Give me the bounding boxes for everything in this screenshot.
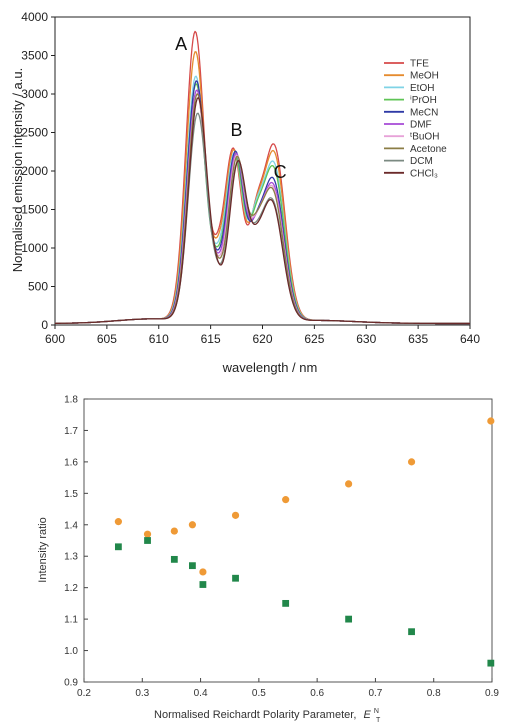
top-y-tick-label: 2500 xyxy=(21,126,48,140)
emission-spectrum-chart: Normalised emission intensity / a.u. wav… xyxy=(10,10,480,375)
bottom-x-tick-label: 0.5 xyxy=(252,688,266,699)
ratio-point-square xyxy=(345,615,353,623)
ratio-point-square xyxy=(114,543,122,551)
top-y-tick-label: 3500 xyxy=(21,49,48,63)
top-x-tick-label: 620 xyxy=(252,332,272,346)
ratio-point-circle xyxy=(282,496,290,504)
bottom-y-tick-label: 1.4 xyxy=(64,520,78,531)
bottom-y-tick-label: 1.8 xyxy=(64,395,78,406)
bottom-y-tick-label: 1.6 xyxy=(64,457,78,468)
bottom-y-tick-label: 1.2 xyxy=(64,583,78,594)
ratio-point-square xyxy=(170,555,178,563)
legend-label: ⁱPrOH xyxy=(410,95,437,106)
bottom-x-tick-label: 0.3 xyxy=(135,688,149,699)
ratio-point-circle xyxy=(170,527,178,535)
ratio-point-circle xyxy=(199,568,207,576)
legend-label: MeOH xyxy=(410,71,439,82)
top-y-tick-label: 4000 xyxy=(21,10,48,24)
bottom-x-tick-label: 0.7 xyxy=(368,688,382,699)
ratio-point-square xyxy=(232,574,239,582)
bottom-y-tick-label: 1.0 xyxy=(64,646,78,657)
top-x-axis-label: wavelength / nm xyxy=(222,360,318,375)
bottom-x-axis-label-symbol: E xyxy=(363,709,371,721)
top-x-tick-label: 635 xyxy=(408,332,428,346)
top-y-tick-label: 0 xyxy=(41,318,48,332)
ratio-point-square xyxy=(189,562,196,570)
top-x-tick-label: 600 xyxy=(45,332,65,346)
top-y-tick-label: 500 xyxy=(28,280,48,294)
spectrum-line xyxy=(54,89,470,325)
legend-label: EtOH xyxy=(410,83,434,94)
top-y-axis-label: Normalised emission intensity / a.u. xyxy=(10,68,25,272)
ratio-point-circle xyxy=(407,458,416,466)
bottom-x-tick-label: 0.8 xyxy=(427,688,441,699)
ratio-point-square xyxy=(199,581,207,588)
bottom-plot-frame xyxy=(83,398,493,683)
peak-label-c: C xyxy=(274,162,287,182)
legend-label: Acetone xyxy=(410,144,447,155)
peak-label-b: B xyxy=(231,120,243,140)
top-plot-frame xyxy=(54,16,471,326)
ratio-point-square xyxy=(144,537,151,544)
ratio-point-circle xyxy=(188,521,197,529)
bottom-y-axis-label: Intensity ratio xyxy=(37,517,49,582)
ratio-point-square xyxy=(408,628,415,636)
top-x-tick-label: 615 xyxy=(201,332,221,346)
legend-label: DCM xyxy=(410,156,433,167)
spectrum-line xyxy=(54,97,470,325)
top-x-tick-label: 630 xyxy=(356,332,376,346)
ratio-point-circle xyxy=(143,530,152,538)
ratio-point-circle xyxy=(231,511,240,519)
bottom-x-axis-label: Normalised Reichardt Polarity Parameter,… xyxy=(154,704,382,724)
top-x-tick-label: 605 xyxy=(97,332,117,346)
ratio-point-circle xyxy=(487,417,495,425)
legend-label: DMF xyxy=(410,120,432,131)
peak-label-a: A xyxy=(175,34,187,54)
bottom-x-axis-label-subscript: T xyxy=(376,717,381,724)
top-y-tick-label: 1000 xyxy=(21,241,48,255)
bottom-x-tick-label: 0.4 xyxy=(194,688,208,699)
legend-label: TFE xyxy=(410,59,429,70)
top-y-tick-label: 3000 xyxy=(21,87,48,101)
legend-label: CHCl₃ xyxy=(410,168,438,179)
top-x-tick-label: 610 xyxy=(149,332,169,346)
ratio-point-square xyxy=(282,599,290,607)
ratio-point-square xyxy=(487,659,495,667)
legend-label: MeCN xyxy=(410,107,438,118)
bottom-x-axis-label-main: Normalised Reichardt Polarity Parameter, xyxy=(154,709,356,721)
bottom-y-tick-label: 1.3 xyxy=(64,552,78,563)
intensity-ratio-chart: Intensity ratio Normalised Reichardt Pol… xyxy=(37,395,499,724)
bottom-x-tick-label: 0.9 xyxy=(485,688,499,699)
ratio-point-circle xyxy=(114,518,122,526)
top-x-tick-label: 640 xyxy=(460,332,480,346)
bottom-x-tick-label: 0.2 xyxy=(77,688,91,699)
bottom-y-tick-label: 0.9 xyxy=(64,678,78,689)
bottom-y-tick-label: 1.5 xyxy=(64,489,78,500)
bottom-x-tick-label: 0.6 xyxy=(310,688,324,699)
ratio-point-circle xyxy=(345,480,353,488)
spectrum-line xyxy=(54,93,470,325)
top-x-tick-label: 625 xyxy=(304,332,324,346)
spectrum-line xyxy=(54,112,470,325)
top-y-tick-label: 1500 xyxy=(21,203,48,217)
spectrum-line xyxy=(54,93,470,325)
spectrum-line xyxy=(54,83,470,325)
legend-label: ᵗBuOH xyxy=(410,132,439,143)
bottom-y-tick-label: 1.1 xyxy=(64,615,78,626)
bottom-y-tick-label: 1.7 xyxy=(64,426,78,437)
bottom-x-axis-label-superscript: N xyxy=(374,708,379,715)
top-y-tick-label: 2000 xyxy=(21,164,48,178)
